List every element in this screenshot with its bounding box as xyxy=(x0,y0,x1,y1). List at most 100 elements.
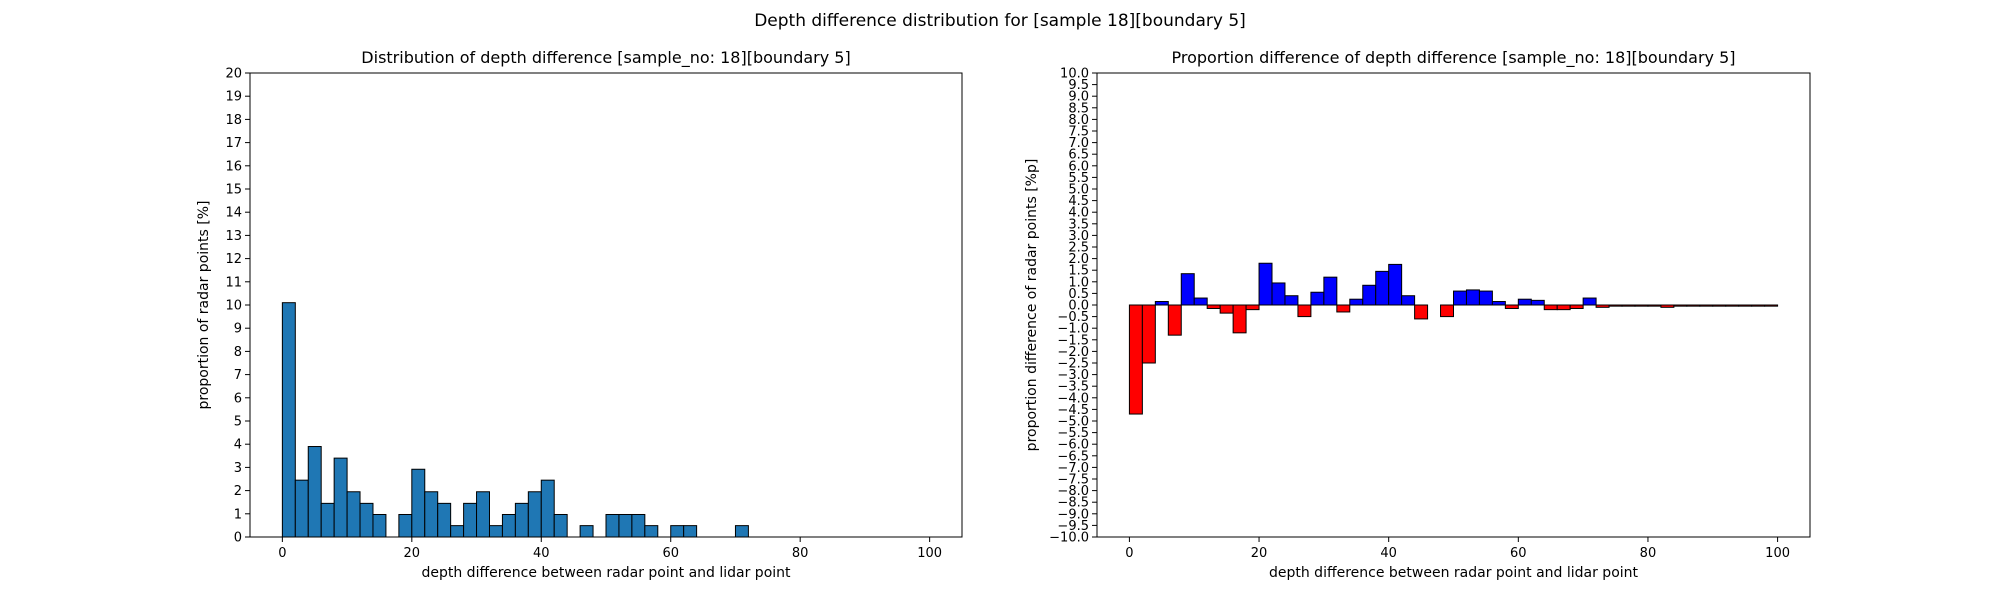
bar-62 xyxy=(683,525,698,538)
y-tick-label: 4 xyxy=(234,438,242,453)
bar-44 xyxy=(1414,304,1429,320)
bar-2 xyxy=(294,479,309,538)
y-tick-label: 13 xyxy=(225,229,242,244)
y-tick-label: 9.0 xyxy=(1068,90,1089,105)
bar-20 xyxy=(1258,262,1273,306)
y-tick-label: −9.5 xyxy=(1057,519,1089,534)
y-axis-ticks: −10.0−9.5−9.0−8.5−8.0−7.5−7.0−6.5−6.0−5.… xyxy=(1049,67,1097,546)
bar-82 xyxy=(1660,304,1675,308)
bar-4 xyxy=(1154,301,1169,306)
bar-42 xyxy=(553,513,568,538)
x-tick-label: 40 xyxy=(533,546,550,561)
bar-10 xyxy=(346,491,361,538)
y-tick-label: 12 xyxy=(225,252,242,267)
y-tick-label: 10.0 xyxy=(1060,67,1089,82)
bar-84 xyxy=(1673,304,1688,307)
bar-36 xyxy=(1362,284,1377,306)
x-axis-label: depth difference between radar point and… xyxy=(421,565,791,581)
bar-34 xyxy=(501,513,516,538)
y-tick-label: 4.5 xyxy=(1068,194,1089,209)
y-tick-label: 1.0 xyxy=(1068,275,1089,290)
y-tick-label: 16 xyxy=(225,159,242,174)
y-tick-label: −3.0 xyxy=(1057,368,1089,383)
y-tick-label: 6 xyxy=(234,391,242,406)
y-tick-label: −4.0 xyxy=(1057,391,1089,406)
y-tick-label: −2.5 xyxy=(1057,357,1089,372)
bar-88 xyxy=(1699,304,1714,307)
y-tick-label: −5.0 xyxy=(1057,415,1089,430)
y-tick-label: 8.0 xyxy=(1068,113,1089,128)
bar-46 xyxy=(579,525,594,538)
bar-34 xyxy=(1349,298,1364,306)
x-tick-label: 0 xyxy=(278,546,286,561)
y-tick-label: 18 xyxy=(225,113,242,128)
y-tick-label: 5.0 xyxy=(1068,183,1089,198)
bar-66 xyxy=(1556,304,1571,311)
bar-18 xyxy=(398,513,413,538)
y-tick-label: −1.5 xyxy=(1057,333,1089,348)
bar-28 xyxy=(1310,291,1325,306)
bar-26 xyxy=(450,525,465,538)
x-tick-label: 40 xyxy=(1380,546,1397,561)
bar-22 xyxy=(1271,282,1286,306)
bars xyxy=(281,302,749,538)
y-tick-label: 10 xyxy=(225,299,242,314)
y-tick-label: −9.0 xyxy=(1057,507,1089,522)
plot-frame xyxy=(249,72,963,538)
y-tick-label: 0.0 xyxy=(1068,299,1089,314)
figure-suptitle: Depth difference distribution for [sampl… xyxy=(754,11,1246,31)
bar-26 xyxy=(1297,304,1312,318)
y-tick-label: 2.5 xyxy=(1068,241,1089,256)
bar-78 xyxy=(1634,304,1649,307)
bar-68 xyxy=(1569,304,1584,309)
bar-62 xyxy=(1530,299,1545,306)
y-tick-label: 0 xyxy=(234,531,242,546)
y-tick-label: 7.5 xyxy=(1068,125,1089,140)
y-tick-label: 0.5 xyxy=(1068,287,1089,302)
x-tick-label: 100 xyxy=(917,546,942,561)
y-tick-label: −7.5 xyxy=(1057,473,1089,488)
y-tick-label: −1.0 xyxy=(1057,322,1089,337)
bar-42 xyxy=(1401,295,1416,306)
chart-title: Proportion difference of depth differenc… xyxy=(1171,48,1735,68)
bar-0 xyxy=(1128,304,1143,415)
bar-24 xyxy=(1284,295,1299,306)
bar-64 xyxy=(1543,304,1558,311)
bar-40 xyxy=(540,479,555,538)
bar-48 xyxy=(1440,304,1455,318)
y-tick-label: 17 xyxy=(225,136,242,151)
y-tick-label: 5 xyxy=(234,415,242,430)
bar-40 xyxy=(1388,263,1403,306)
y-tick-label: −6.5 xyxy=(1057,449,1089,464)
y-tick-label: 4.0 xyxy=(1068,206,1089,221)
y-tick-label: 11 xyxy=(225,275,242,290)
bar-6 xyxy=(1167,304,1182,336)
y-tick-label: −2.0 xyxy=(1057,345,1089,360)
right-difference-chart: Proportion difference of depth differenc… xyxy=(1024,48,1811,581)
bar-6 xyxy=(320,502,335,538)
y-tick-label: 3.5 xyxy=(1068,217,1089,232)
bar-28 xyxy=(463,502,478,538)
y-tick-label: −3.5 xyxy=(1057,380,1089,395)
y-axis-label: proportion of radar points [%] xyxy=(196,200,212,409)
bar-4 xyxy=(307,446,322,538)
y-tick-label: 9 xyxy=(234,322,242,337)
bar-92 xyxy=(1725,304,1740,307)
bar-70 xyxy=(734,525,749,538)
x-tick-label: 80 xyxy=(792,546,809,561)
bar-56 xyxy=(1491,301,1506,306)
bar-12 xyxy=(359,502,374,538)
x-tick-label: 100 xyxy=(1765,546,1790,561)
bar-0 xyxy=(281,302,296,538)
bar-14 xyxy=(372,513,387,538)
bars xyxy=(1128,262,1779,415)
bar-86 xyxy=(1686,304,1701,307)
x-tick-label: 20 xyxy=(1251,546,1268,561)
y-tick-label: 6.5 xyxy=(1068,148,1089,163)
y-tick-label: 8.5 xyxy=(1068,101,1089,116)
y-tick-label: −7.0 xyxy=(1057,461,1089,476)
bar-30 xyxy=(1323,276,1338,306)
bar-76 xyxy=(1621,304,1636,307)
bar-2 xyxy=(1141,304,1156,364)
